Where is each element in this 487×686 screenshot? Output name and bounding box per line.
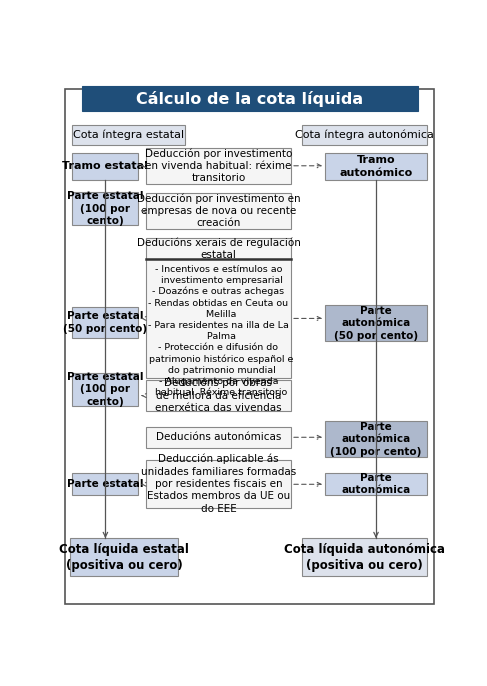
FancyBboxPatch shape: [325, 421, 427, 458]
FancyBboxPatch shape: [146, 427, 291, 448]
Text: Cota íntegra estatal: Cota íntegra estatal: [73, 130, 185, 140]
Text: Parte
autonómica
(100 por cento): Parte autonómica (100 por cento): [330, 422, 422, 457]
Text: Tramo
autonómico: Tramo autonómico: [339, 155, 412, 178]
Text: Deducción por investimento en
empresas de nova ou recente
creación: Deducción por investimento en empresas d…: [137, 193, 300, 228]
Text: Parte
autonómica: Parte autonómica: [341, 473, 411, 495]
Text: Parte
autonómica
(50 por cento): Parte autonómica (50 por cento): [334, 306, 418, 340]
FancyBboxPatch shape: [146, 259, 291, 378]
FancyBboxPatch shape: [146, 147, 291, 184]
FancyBboxPatch shape: [82, 86, 417, 111]
FancyBboxPatch shape: [146, 460, 291, 508]
FancyBboxPatch shape: [302, 125, 427, 145]
FancyBboxPatch shape: [146, 193, 291, 228]
Text: Parte estatal
(100 por
cento): Parte estatal (100 por cento): [67, 372, 144, 407]
FancyBboxPatch shape: [302, 539, 427, 576]
FancyBboxPatch shape: [72, 473, 138, 495]
Text: Deducción aplicable ás
unidades familiares formadas
por residentes fiscais en
Es: Deducción aplicable ás unidades familiar…: [141, 453, 296, 514]
FancyBboxPatch shape: [72, 125, 186, 145]
FancyBboxPatch shape: [146, 238, 291, 259]
Text: Parte estatal
(50 por cento): Parte estatal (50 por cento): [63, 311, 147, 334]
Text: Deducións por obras
de mellora da eficiencia
enerxética das vivendas: Deducións por obras de mellora da eficie…: [155, 378, 282, 413]
Text: Cota líquida autonómica
(positiva ou cero): Cota líquida autonómica (positiva ou cer…: [284, 543, 445, 571]
FancyBboxPatch shape: [70, 539, 178, 576]
Text: Tramo estatal: Tramo estatal: [62, 161, 148, 172]
Text: Cota íntegra autonómica: Cota íntegra autonómica: [295, 130, 434, 140]
Text: Parte estatal
(100 por
cento): Parte estatal (100 por cento): [67, 191, 144, 226]
FancyBboxPatch shape: [325, 305, 427, 341]
Text: Parte estatal: Parte estatal: [67, 480, 144, 489]
Text: Cota líquida estatal
(positiva ou cero): Cota líquida estatal (positiva ou cero): [59, 543, 189, 571]
Text: - Incentivos e estímulos ao
  investimento empresarial
- Doazóns e outras achega: - Incentivos e estímulos ao investimento…: [143, 265, 294, 397]
FancyBboxPatch shape: [72, 152, 138, 180]
FancyBboxPatch shape: [72, 307, 138, 338]
FancyBboxPatch shape: [325, 473, 427, 495]
Text: Deducción por investimento
en vivenda habitual: réxime
transitorio: Deducción por investimento en vivenda ha…: [145, 148, 292, 183]
Text: Deducións autonómicas: Deducións autonómicas: [156, 432, 281, 442]
FancyBboxPatch shape: [65, 88, 434, 604]
Text: Cálculo de la cota líquida: Cálculo de la cota líquida: [136, 91, 363, 107]
FancyBboxPatch shape: [72, 373, 138, 405]
FancyBboxPatch shape: [72, 192, 138, 225]
FancyBboxPatch shape: [146, 380, 291, 411]
Text: Deducións xerais de regulación
estatal: Deducións xerais de regulación estatal: [136, 237, 300, 260]
FancyBboxPatch shape: [325, 152, 427, 180]
